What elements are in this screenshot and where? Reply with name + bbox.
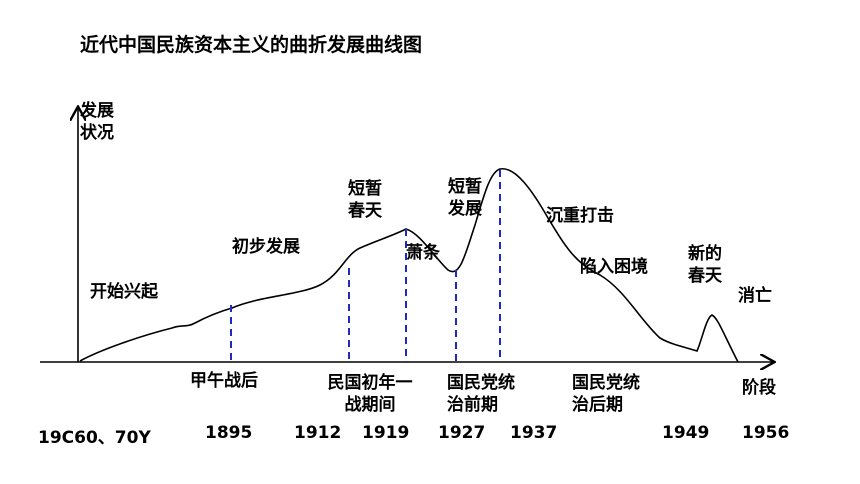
y-axis-label: 发展状况: [80, 101, 114, 143]
period-label: 甲午战后: [190, 371, 258, 391]
stage-label: 陷入困境: [580, 257, 648, 277]
period-label: 国民党统治前期: [447, 373, 515, 415]
development-curve: [79, 168, 739, 363]
year-label: 19C60、70Y: [38, 428, 151, 448]
year-axis: 19C60、70Y 1895 1912 1919 1927 1937 1949 …: [0, 423, 860, 448]
stage-label: 开始兴起: [90, 282, 158, 302]
year-label: 1919: [362, 423, 410, 443]
stage-label: 短暂春天: [348, 179, 382, 221]
year-label: 1912: [294, 423, 342, 443]
year-label: 1956: [742, 423, 790, 443]
year-label: 1949: [662, 423, 710, 443]
stage-label: 初步发展: [232, 237, 300, 257]
x-axis-label: 阶段: [742, 378, 776, 398]
stage-label: 沉重打击: [546, 206, 614, 226]
diagram-title: 近代中国民族资本主义的曲折发展曲线图: [80, 34, 423, 56]
year-label: 1937: [510, 423, 558, 443]
year-label: 1927: [438, 423, 486, 443]
period-label: 国民党统治后期: [572, 373, 640, 415]
stage-label: 短暂发展: [448, 177, 482, 219]
stage-label: 新的春天: [688, 244, 722, 286]
stage-label: 萧条: [406, 243, 440, 263]
stage-label: 消亡: [738, 286, 772, 306]
period-label: 民国初年一战期间: [327, 373, 413, 415]
year-label: 1895: [205, 423, 253, 443]
